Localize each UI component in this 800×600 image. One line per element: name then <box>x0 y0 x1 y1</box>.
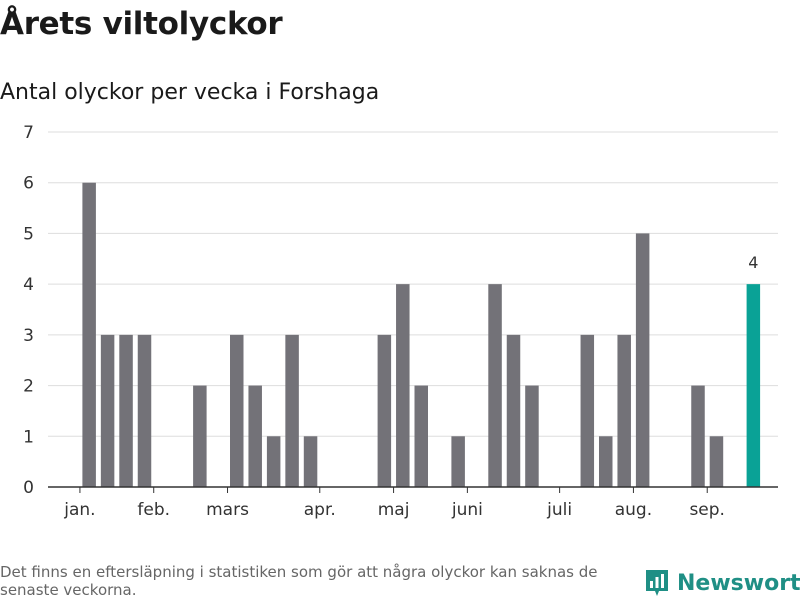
chart-subtitle: Antal olyckor per vecka i Forshaga <box>0 80 380 105</box>
data-label: 4 <box>748 253 758 272</box>
page-title: Årets viltolyckor <box>0 6 283 42</box>
x-tick-label: aug. <box>615 500 652 520</box>
y-tick-label: 7 <box>23 123 34 143</box>
bar <box>82 182 96 487</box>
bar <box>396 284 410 487</box>
y-tick-label: 3 <box>23 326 34 346</box>
x-tick-label: juli <box>546 500 572 520</box>
bar <box>617 334 631 487</box>
y-tick-label: 6 <box>23 174 34 194</box>
y-tick-label: 1 <box>23 427 34 447</box>
bar <box>377 334 392 487</box>
bar-highlight <box>746 284 761 487</box>
bar-chart: 0 1 2 3 4 5 6 7 jan. feb. mars apr. maj juni juli aug. s… <box>23 123 778 520</box>
y-tick-label: 5 <box>23 224 34 244</box>
bar <box>635 233 650 487</box>
bar <box>709 436 724 487</box>
x-tick-label: juni <box>451 500 483 520</box>
bar <box>285 334 299 487</box>
bar <box>230 334 244 487</box>
footnote: Det finns en eftersläpning i statistiken… <box>0 563 598 599</box>
bar <box>100 334 115 487</box>
bar <box>266 436 281 487</box>
newsworthy-logo-icon <box>646 570 668 596</box>
bar <box>119 334 133 487</box>
y-tick-label: 0 <box>23 478 34 498</box>
brand-name: Newsworthy <box>677 570 800 596</box>
bar <box>451 436 465 487</box>
x-tick-label: sep. <box>689 500 725 520</box>
bar <box>580 334 595 487</box>
bar <box>193 385 207 487</box>
y-tick-label: 2 <box>23 377 34 397</box>
bar <box>691 385 705 487</box>
x-tick-label: apr. <box>304 500 336 520</box>
bar <box>488 284 502 487</box>
bar <box>137 334 152 487</box>
bar <box>248 385 262 487</box>
bar <box>506 334 521 487</box>
bar <box>525 385 539 487</box>
bar <box>303 436 318 487</box>
x-tick-label: jan. <box>63 500 95 520</box>
brand-logo: Newsworthy <box>645 568 800 598</box>
y-tick-label: 4 <box>23 275 34 295</box>
bar <box>414 385 428 487</box>
x-tick-label: feb. <box>137 500 170 520</box>
x-tick-label: maj <box>378 500 410 520</box>
bar <box>599 436 613 487</box>
x-tick-label: mars <box>206 500 249 520</box>
